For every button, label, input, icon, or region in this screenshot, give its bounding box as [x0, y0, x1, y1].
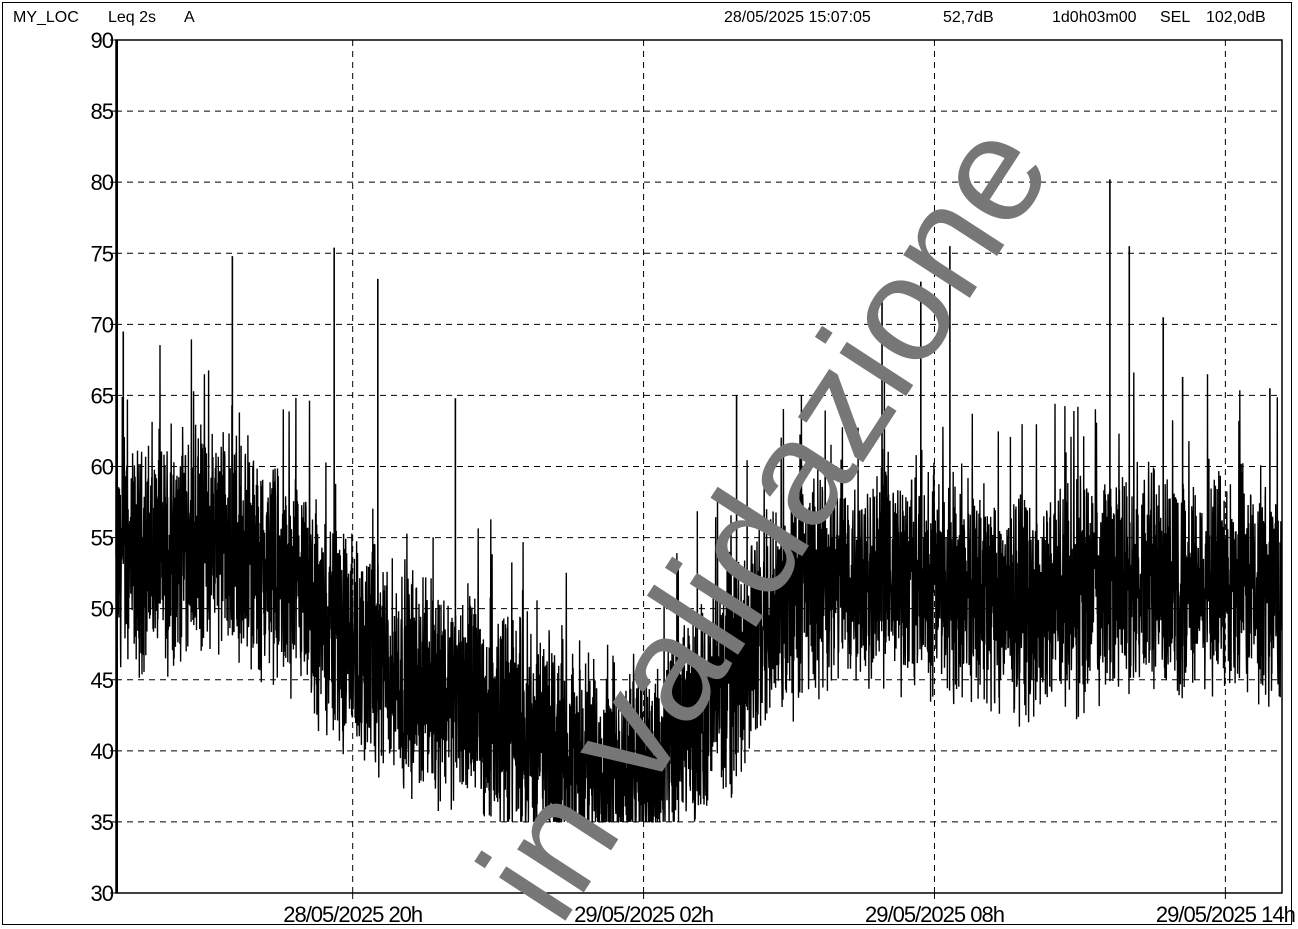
x-tick-label-3: 29/05/2025 14h: [1156, 902, 1295, 927]
measure-label: Leq 2s: [108, 9, 157, 26]
watermark-text: in validazione: [446, 93, 1082, 929]
series-line: [115, 40, 1283, 893]
cursor-value: 52,7dB: [943, 9, 994, 26]
y-tick-label-90: 90: [91, 28, 114, 53]
y-tick-label-45: 45: [91, 668, 114, 693]
y-tick-label-60: 60: [91, 455, 114, 480]
y-tick-label-50: 50: [91, 597, 114, 622]
location-label: MY_LOC: [13, 9, 79, 26]
cursor-time: 28/05/2025 15:07:05: [724, 9, 871, 26]
y-tick-label-35: 35: [91, 810, 114, 835]
y-tick-label-65: 65: [91, 383, 114, 408]
y-tick-label-75: 75: [91, 241, 114, 266]
leq-trace: [115, 339, 1283, 824]
y-axis-ticks: 30 35 40 45 50 55 60 65 70 75 80 85 90: [91, 28, 116, 906]
plot-area-border: [115, 39, 1283, 894]
x-tick-label-1: 29/05/2025 02h: [574, 902, 713, 927]
y-tick-label-85: 85: [91, 99, 114, 124]
y-tick-label-55: 55: [91, 526, 114, 551]
sel-value: 102,0dB: [1206, 9, 1266, 26]
weighting-label: A: [184, 9, 195, 26]
sel-label: SEL: [1160, 9, 1191, 26]
x-tick-label-2: 29/05/2025 08h: [865, 902, 1004, 927]
y-tick-label-30: 30: [91, 881, 114, 906]
y-tick-label-40: 40: [91, 739, 114, 764]
x-axis-ticks: 28/05/2025 20h 29/05/2025 02h 29/05/2025 0…: [283, 893, 1296, 927]
y-tick-label-70: 70: [91, 312, 114, 337]
watermark-stamp: in validazione: [446, 93, 1082, 929]
duration-label: 1d0h03m00: [1052, 9, 1137, 26]
y-tick-label-80: 80: [91, 170, 114, 195]
x-tick-label-0: 28/05/2025 20h: [283, 902, 422, 927]
